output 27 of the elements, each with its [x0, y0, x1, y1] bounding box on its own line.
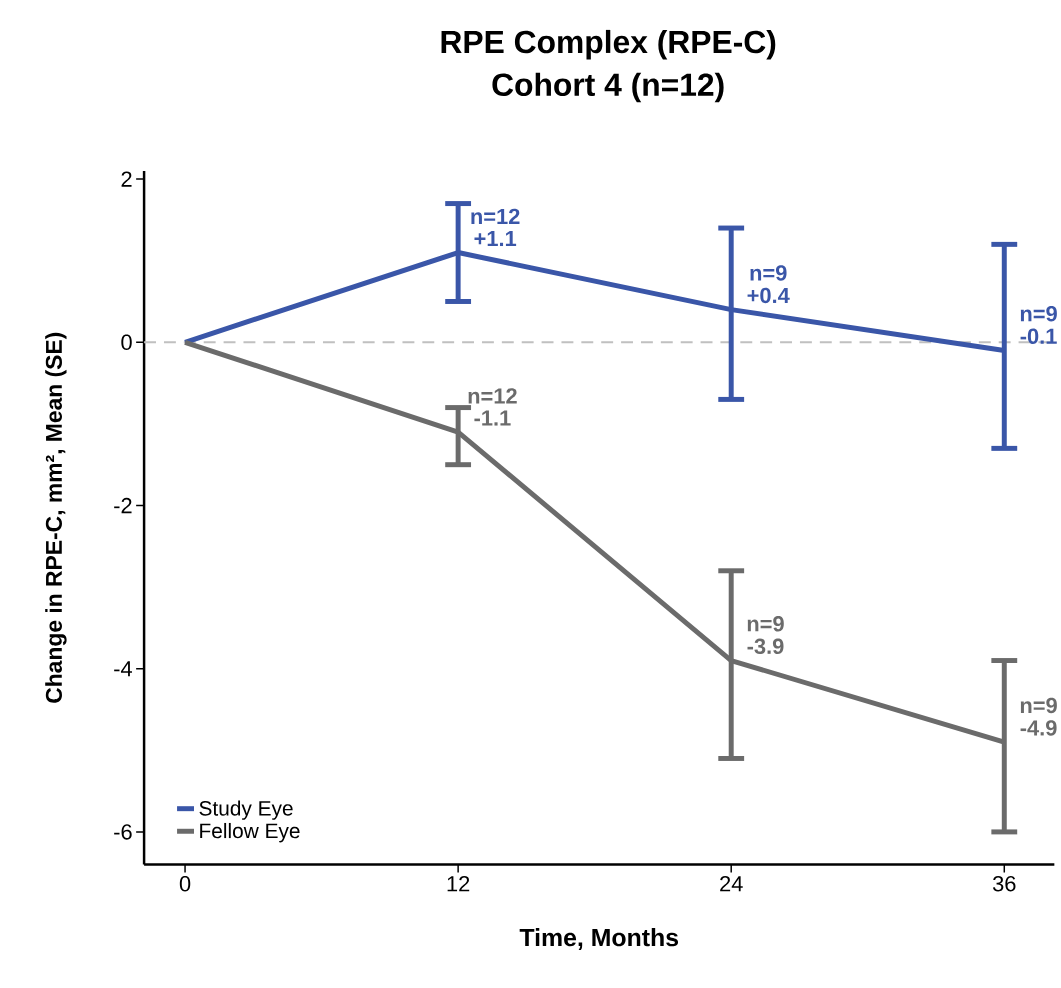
annotation: n=9 [747, 616, 784, 632]
data-label: +1.1 [474, 231, 517, 247]
annotation: n=9 [1020, 306, 1057, 322]
annotation: n=12 [471, 208, 520, 225]
y-tick-label: -6 [114, 824, 132, 840]
x-tick-label: 12 [447, 876, 470, 892]
y-tick-label: 0 [121, 334, 132, 351]
data-label: +0.4 [747, 287, 790, 304]
data-label: -4.9 [1020, 720, 1057, 736]
x-tick-label: 36 [992, 876, 1016, 892]
data-label: -3.9 [747, 638, 784, 655]
legend-label: Study Eye [199, 800, 293, 820]
annotation: n=12 [468, 388, 517, 404]
legend-label: Fellow Eye [200, 823, 300, 843]
x-tick-label: 0 [179, 876, 191, 892]
annotation: n=9 [1020, 697, 1057, 714]
y-tick-label: -4 [114, 661, 132, 677]
y-tick-label: 2 [121, 171, 132, 187]
data-label: -0.1 [1020, 328, 1057, 345]
y-tick-label: -2 [114, 497, 132, 514]
annotation: n=9 [750, 265, 787, 281]
data-label: -1.1 [474, 410, 511, 426]
chart-subtitle: Cohort 4 (n=12) [492, 72, 724, 103]
chart-title: RPE Complex (RPE-C) [441, 30, 776, 60]
x-tick-label: 24 [720, 876, 743, 892]
y-axis-title: Change in RPE-C, mm², Mean (SE) [45, 332, 67, 703]
x-axis-title: Time, Months [519, 928, 679, 951]
